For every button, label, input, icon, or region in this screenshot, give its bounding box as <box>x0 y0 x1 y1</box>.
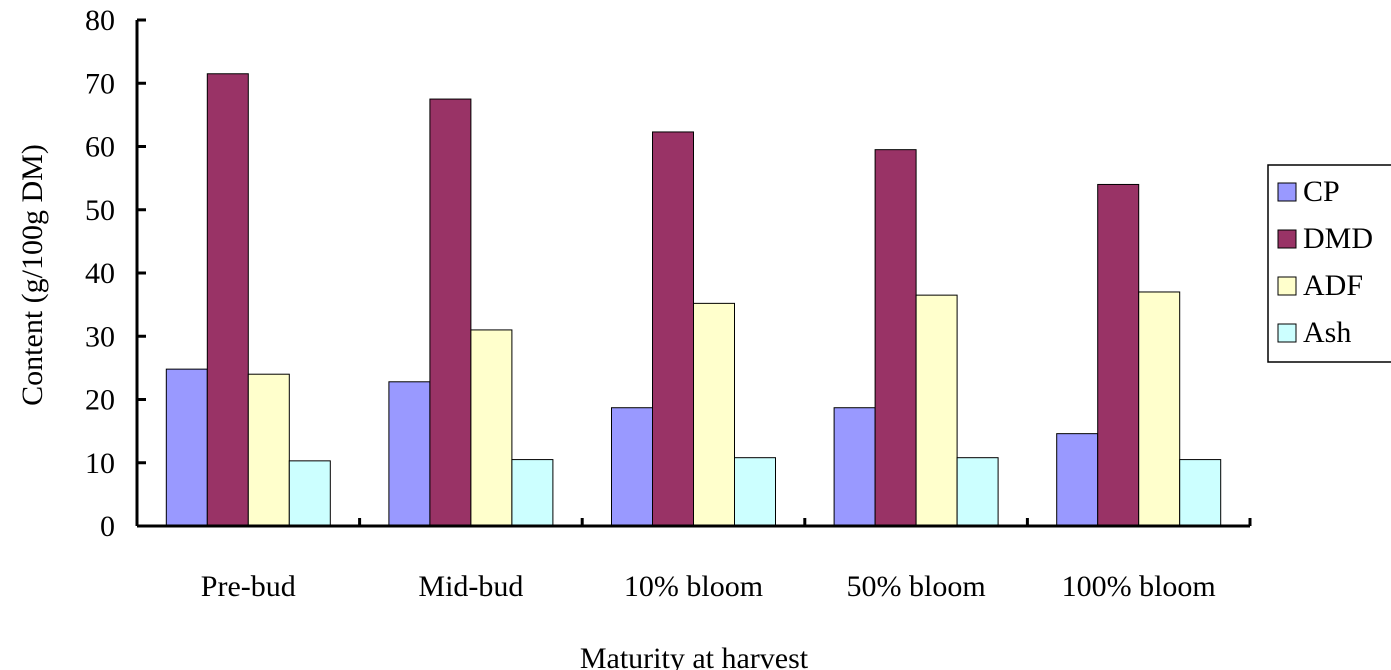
bar-adf-3 <box>915 294 958 527</box>
bar-cp-3 <box>833 407 876 527</box>
y-tick-label-30: 30 <box>85 320 115 353</box>
legend: CP DMD ADF Ash <box>1267 164 1391 363</box>
plot-area: 0 10 20 30 40 50 60 70 80 Pre-bud Mid-bud 10% bloom… <box>85 4 1252 603</box>
y-tick-label-70: 70 <box>85 67 115 100</box>
bar-dmd-4 <box>1097 183 1140 527</box>
x-category-label-0: Pre-bud <box>201 570 296 603</box>
legend-label-adf: ADF <box>1303 269 1363 302</box>
x-category-label-4: 100% bloom <box>1062 570 1216 603</box>
bar-ash-0 <box>288 460 331 527</box>
x-category-label-1: Mid-bud <box>418 570 523 603</box>
legend-swatch-adf <box>1277 276 1297 296</box>
y-tick-label-80: 80 <box>85 4 115 37</box>
bar-cp-1 <box>388 381 431 527</box>
bar-dmd-1 <box>429 98 472 527</box>
legend-swatch-dmd <box>1277 229 1297 249</box>
bar-adf-0 <box>247 373 290 527</box>
y-tick-label-40: 40 <box>85 257 115 290</box>
bar-dmd-2 <box>652 131 694 527</box>
x-category-label-2: 10% bloom <box>624 570 763 603</box>
bar-ash-4 <box>1179 459 1222 527</box>
bar-dmd-3 <box>874 149 917 527</box>
bar-adf-1 <box>470 329 513 527</box>
y-tick-label-0: 0 <box>100 510 115 543</box>
y-tick-label-20: 20 <box>85 384 115 417</box>
bar-dmd-0 <box>206 73 249 527</box>
y-tick-label-10: 10 <box>85 447 115 480</box>
y-axis-title: Content (g/100g DM) <box>16 144 49 406</box>
bar-cp-2 <box>611 407 653 527</box>
bar-ash-3 <box>956 457 999 527</box>
bar-ash-1 <box>511 459 554 527</box>
legend-label-cp: CP <box>1303 175 1340 208</box>
bar-adf-2 <box>693 302 735 527</box>
bar-ash-2 <box>734 457 776 527</box>
x-category-label-3: 50% bloom <box>847 570 986 603</box>
y-tick-label-50: 50 <box>85 194 115 227</box>
y-tick-label-60: 60 <box>85 131 115 164</box>
x-axis-title: Maturity at harvest <box>580 642 809 670</box>
legend-swatch-cp <box>1277 182 1297 202</box>
legend-label-ash: Ash <box>1303 316 1351 349</box>
bar-adf-4 <box>1138 291 1181 527</box>
legend-swatch-ash <box>1277 323 1297 343</box>
bar-cp-0 <box>165 368 208 527</box>
legend-label-dmd: DMD <box>1303 222 1373 255</box>
bar-cp-4 <box>1056 433 1099 527</box>
